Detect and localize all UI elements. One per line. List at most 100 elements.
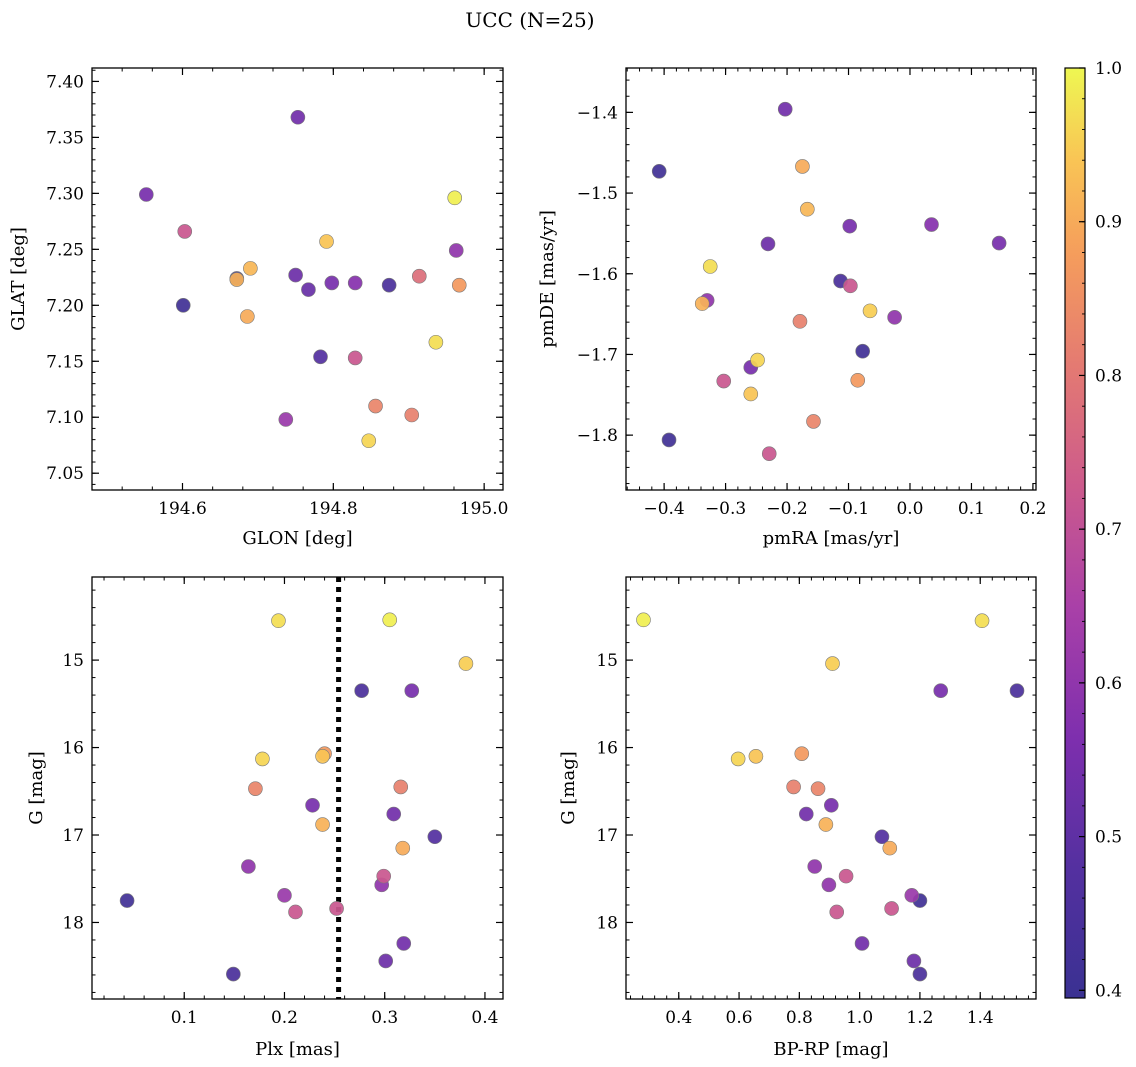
data-point [395,840,411,856]
y-tick-label: −1.7 [577,345,618,365]
x-axis-label: BP-RP [mag] [773,1039,888,1060]
tick-labels: 0.4 0.6 0.8 1.0 1.2 1.4 15 16 17 18 [596,651,993,1028]
y-axis-label: GLAT [deg] [8,227,29,331]
x-tick-label: 0.3 [371,1008,398,1028]
x-tick-label: 0.0 [896,499,923,519]
data-point [748,748,764,764]
scatter-panel-glon-glat: 194.6 194.8 195.0 7.05 7.10 7.15 7.20 7.25 7.30 7… [8,67,508,549]
scatter-panel-bprp-g: 0.4 0.6 0.8 1.0 1.2 1.4 15 16 17 18 BP-RP [mag] G… [558,576,1037,1060]
data-point [884,901,899,916]
data-point [818,817,834,832]
data-point [324,275,340,291]
data-point [1009,683,1025,698]
data-point [404,407,420,423]
data-point [786,779,801,795]
colorbar-tick-label: 0.5 [1095,828,1122,848]
y-tick-label: 7.30 [46,184,84,204]
y-tick-label: −1.8 [577,426,618,446]
x-tick-label: −0.3 [705,499,746,519]
colorbar-gradient [1064,67,1086,999]
x-tick-label: 0.6 [726,1008,753,1028]
data-point [761,446,777,461]
data-point [138,187,154,202]
data-point [924,217,939,232]
y-tick-label: −1.5 [577,184,618,204]
data-point [396,936,412,951]
data-point [794,746,810,761]
data-point [843,278,858,294]
x-tick-label: 0.2 [1019,499,1046,519]
axis-ticks [626,68,1036,490]
colorbar-tick-label: 0.4 [1095,981,1122,1001]
data-point [248,781,263,796]
y-tick-label: 7.05 [46,464,84,484]
colorbar-tick-label: 1.0 [1095,59,1122,79]
data-point [850,372,866,388]
data-point [862,303,878,319]
y-tick-label: 17 [596,826,618,846]
data-point [636,612,651,628]
x-tick-label: 1.4 [967,1008,994,1028]
data-point [329,901,344,916]
scatter-panel-plx-g: 0.1 0.2 0.3 0.4 15 16 17 18 Plx [mas] G [mag] [26,576,504,1060]
data-point [301,282,316,297]
data-points [138,109,467,449]
figure-title: UCC (N=25) [465,8,594,32]
data-points [119,612,474,982]
data-point [887,310,902,325]
data-point [428,334,444,350]
data-point [855,343,870,359]
data-point [825,656,840,671]
data-point [447,190,463,206]
data-points [651,101,1007,461]
data-point [347,275,363,291]
y-tick-label: 16 [62,739,84,759]
data-point [427,829,443,845]
data-point [277,888,292,903]
data-point [882,840,898,856]
data-point [795,159,810,174]
data-point [854,936,870,951]
data-point [386,806,402,822]
data-point [777,101,793,117]
x-tick-label: 1.0 [846,1008,873,1028]
data-point [829,904,845,920]
axis-ticks [626,577,1036,999]
y-tick-label: 7.25 [46,240,84,260]
colorbar-ticks: 0.4 0.5 0.6 0.7 0.8 0.9 1.0 [1079,59,1122,1001]
data-point [792,314,808,329]
y-tick-label: 18 [596,913,618,933]
data-point [912,966,928,982]
data-point [305,797,320,813]
x-tick-label: 0.1 [171,1008,198,1028]
data-point [661,432,677,448]
colorbar-tick-label: 0.6 [1095,674,1122,694]
y-tick-label: 17 [62,826,84,846]
y-tick-label: 7.20 [46,296,84,316]
x-tick-label: 1.2 [906,1008,933,1028]
x-tick-label: 195.0 [460,499,509,519]
x-tick-label: 0.4 [665,1008,692,1028]
data-point [842,218,858,234]
y-axis-label: G [mag] [26,751,47,824]
y-axis-label: G [mag] [558,751,579,824]
data-point [451,277,467,293]
data-point [382,612,398,628]
data-point [750,352,765,368]
tick-labels: 194.6 194.8 195.0 7.05 7.10 7.15 7.20 7.25 7.30 7… [46,72,508,519]
data-point [368,398,383,414]
data-point [315,748,330,764]
data-point [974,613,990,629]
data-point [838,868,854,884]
data-point [177,224,193,239]
data-point [288,267,303,283]
data-point [702,259,718,274]
colorbar-tick-label: 0.8 [1095,366,1122,386]
data-point [810,781,826,796]
data-point [241,859,256,874]
x-tick-label: 194.6 [158,499,207,519]
data-point [743,386,759,402]
y-tick-label: 15 [62,651,84,671]
data-point [904,888,920,903]
y-tick-label: 18 [62,913,84,933]
